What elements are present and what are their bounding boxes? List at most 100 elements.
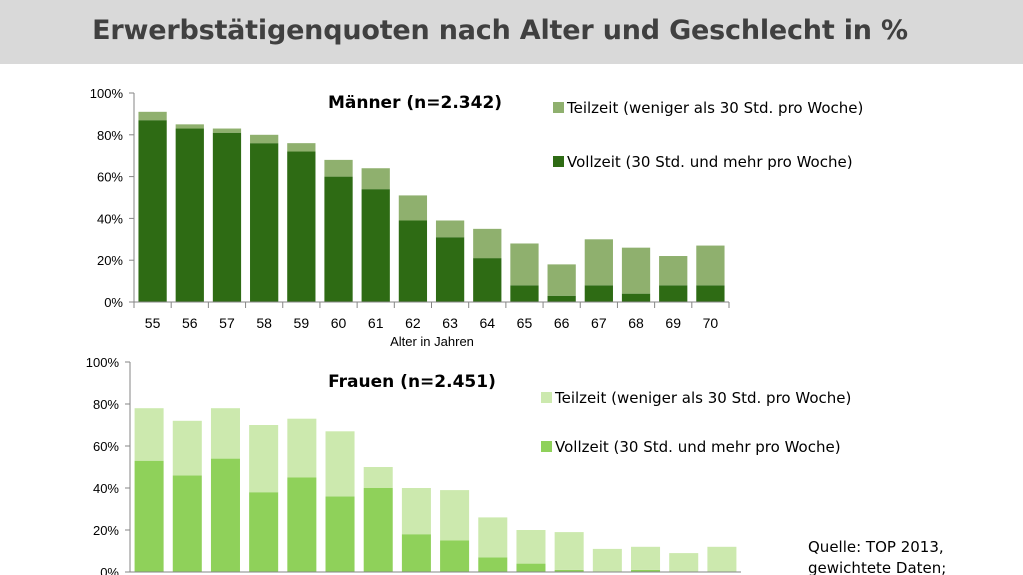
men-bar-teilzeit-67 [584, 239, 613, 286]
men-bar-vollzeit-70 [696, 285, 725, 302]
men-x-tick-label: 68 [628, 315, 644, 331]
men-bar-vollzeit-56 [175, 128, 204, 302]
men-bar-teilzeit-66 [547, 264, 576, 296]
women-bar-vollzeit-63 [440, 540, 470, 572]
women-bar-teilzeit-59 [287, 418, 317, 478]
men-bar-vollzeit-68 [621, 293, 651, 302]
men-bar-vollzeit-63 [435, 237, 465, 302]
women-bar-vollzeit-60 [325, 496, 355, 572]
men-bar-teilzeit-58 [250, 134, 279, 144]
men-bar-teilzeit-57 [212, 128, 242, 133]
men-y-tick-label: 80% [97, 128, 123, 143]
women-bar-vollzeit-64 [478, 557, 508, 572]
women-bar-teilzeit-69 [669, 553, 699, 572]
source-line-1: Quelle: TOP 2013, [808, 538, 944, 556]
men-bar-vollzeit-60 [324, 176, 353, 302]
men-bar-teilzeit-62 [398, 195, 428, 221]
women-bar-vollzeit-59 [287, 477, 317, 572]
women-bar-vollzeit-62 [401, 534, 431, 572]
men-x-tick-label: 70 [703, 315, 719, 331]
men-bar-vollzeit-57 [212, 132, 242, 302]
men-bar-teilzeit-55 [138, 111, 167, 121]
women-bar-teilzeit-64 [478, 517, 508, 558]
men-x-tick-label: 62 [405, 315, 421, 331]
men-chart-title: Männer (n=2.342) [328, 93, 502, 113]
women-bar-vollzeit-55 [134, 460, 164, 572]
men-legend-swatch-vollzeit [553, 156, 564, 167]
men-bar-teilzeit-61 [361, 168, 390, 190]
men-bar-vollzeit-65 [510, 285, 539, 302]
men-bar-vollzeit-58 [250, 143, 279, 302]
women-y-tick-label: 60% [93, 439, 119, 454]
men-bar-teilzeit-64 [473, 228, 502, 259]
women-bar-teilzeit-57 [210, 408, 240, 459]
men-bar-vollzeit-55 [138, 120, 167, 302]
men-x-tick-label: 57 [219, 315, 235, 331]
women-bar-teilzeit-67 [592, 548, 622, 572]
source-line-2: gewichtete Daten; [808, 559, 946, 575]
men-y-tick-label: 60% [97, 170, 123, 185]
men-y-tick-label: 100% [90, 86, 124, 101]
women-chart-title: Frauen (n=2.451) [328, 372, 496, 392]
women-bar-vollzeit-66 [554, 569, 584, 572]
women-bar-teilzeit-63 [440, 490, 470, 541]
women-legend-swatch-teilzeit [541, 392, 552, 403]
women-bar-teilzeit-56 [172, 420, 202, 476]
women-bar-vollzeit-57 [210, 458, 240, 572]
men-x-tick-label: 64 [479, 315, 495, 331]
men-legend-label-teilzeit: Teilzeit (weniger als 30 Std. pro Woche) [566, 99, 863, 117]
men-bar-vollzeit-64 [473, 258, 502, 302]
men-y-tick-label: 40% [97, 211, 123, 226]
men-x-tick-label: 59 [294, 315, 310, 331]
women-bar-teilzeit-55 [134, 408, 164, 461]
women-legend-swatch-vollzeit [541, 441, 552, 452]
men-bar-teilzeit-63 [435, 220, 465, 238]
men-bar-vollzeit-66 [547, 295, 576, 302]
women-chart: Frauen (n=2.451) Teilzeit (weniger als 3… [86, 355, 852, 575]
women-bar-teilzeit-68 [631, 546, 661, 570]
men-x-tick-label: 63 [442, 315, 458, 331]
women-legend-label-vollzeit: Vollzeit (30 Std. und mehr pro Woche) [555, 438, 841, 456]
men-x-tick-label: 65 [517, 315, 533, 331]
women-bar-vollzeit-58 [249, 492, 279, 572]
men-bar-vollzeit-62 [398, 220, 428, 302]
men-bar-teilzeit-60 [324, 159, 353, 177]
men-bar-teilzeit-69 [659, 256, 688, 286]
title-bar: Erwerbstätigenquoten nach Alter und Gesc… [0, 0, 1023, 64]
women-bar-teilzeit-61 [363, 467, 393, 488]
women-bar-teilzeit-60 [325, 431, 355, 497]
women-legend-label-teilzeit: Teilzeit (weniger als 30 Std. pro Woche) [554, 389, 851, 407]
men-x-tick-label: 66 [554, 315, 570, 331]
men-chart: Männer (n=2.342) Alter in Jahren Teilzei… [90, 86, 864, 349]
men-legend-label-vollzeit: Vollzeit (30 Std. und mehr pro Woche) [567, 153, 853, 171]
women-bar-teilzeit-62 [401, 488, 431, 535]
page-title: Erwerbstätigenquoten nach Alter und Gesc… [92, 15, 908, 46]
men-bar-teilzeit-70 [696, 245, 725, 286]
women-bar-vollzeit-61 [363, 488, 393, 572]
men-bar-vollzeit-59 [287, 151, 316, 302]
women-y-tick-label: 100% [86, 355, 120, 370]
men-x-tick-label: 69 [665, 315, 681, 331]
men-bar-vollzeit-61 [361, 189, 390, 302]
men-y-tick-label: 0% [104, 295, 123, 310]
men-x-tick-label: 56 [182, 315, 198, 331]
men-bar-teilzeit-56 [175, 124, 204, 129]
women-y-tick-label: 0% [100, 565, 119, 575]
men-bar-vollzeit-67 [584, 285, 613, 302]
women-y-tick-label: 20% [93, 523, 119, 538]
men-x-tick-label: 60 [331, 315, 347, 331]
men-y-tick-label: 20% [97, 253, 123, 268]
men-legend-swatch-teilzeit [553, 102, 564, 113]
women-bar-teilzeit-65 [516, 530, 546, 564]
women-bar-teilzeit-70 [707, 546, 737, 572]
men-x-tick-label: 58 [256, 315, 272, 331]
women-bar-teilzeit-66 [554, 532, 584, 570]
women-bar-vollzeit-68 [631, 569, 661, 572]
men-x-tick-label: 61 [368, 315, 384, 331]
men-bar-teilzeit-59 [287, 143, 316, 152]
women-y-tick-label: 80% [93, 397, 119, 412]
women-bar-vollzeit-56 [172, 475, 202, 572]
men-bar-teilzeit-65 [510, 243, 539, 286]
men-x-tick-label: 55 [145, 315, 161, 331]
